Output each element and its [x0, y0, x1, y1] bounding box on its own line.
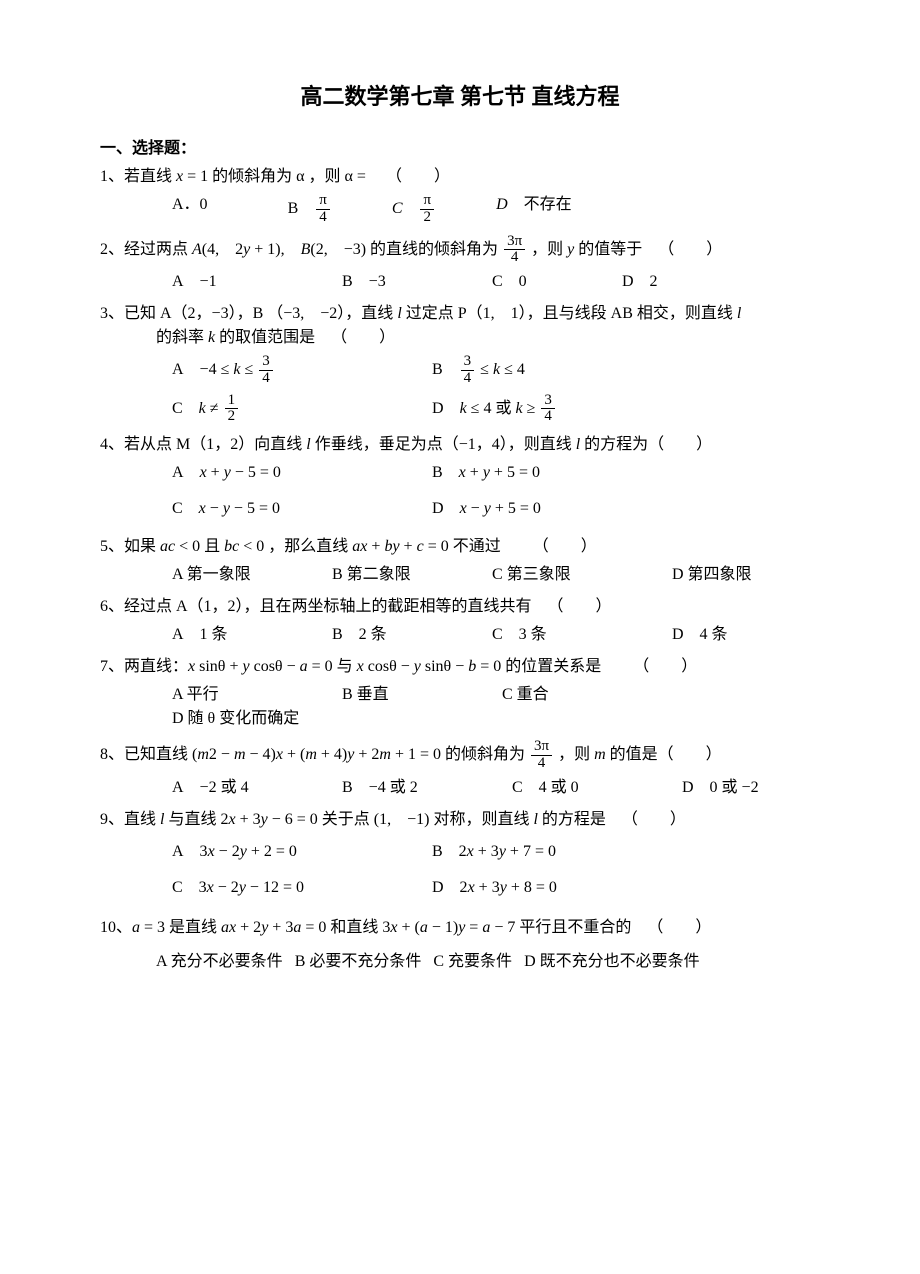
q5-opt-c: C 第三象限 — [492, 563, 632, 587]
q7-opt-b: B 垂直 — [342, 683, 462, 707]
q10-opt-b: B 必要不充分条件 — [295, 950, 422, 974]
q7-opt-d: D 随 θ 变化而确定 — [172, 707, 299, 731]
q5-opt-b: B 第二象限 — [332, 563, 452, 587]
q3-opt-c: C k ≠ 12 — [172, 393, 432, 426]
q10-opt-c: C 充要条件 — [433, 950, 512, 974]
q2-opt-d: D 2 — [622, 270, 658, 294]
question-9: 9、直线 l 与直线 2x + 3y − 6 = 0 关于点 (1, −1) 对… — [100, 808, 820, 900]
q8-opt-b: B −4 或 2 — [342, 776, 472, 800]
question-4: 4、若从点 M（1，2）向直线 l 作垂线，垂足为点（−1，4），则直线 l 的… — [100, 433, 820, 521]
q9-opt-d: D 2x + 3y + 8 = 0 — [432, 876, 692, 900]
q1-opt-c: C π2 — [392, 193, 436, 226]
q1-stem: 1、若直线 x = 1 的倾斜角为 α ，则 α = （ ） — [100, 165, 820, 189]
question-6: 6、经过点 A（1，2），且在两坐标轴上的截距相等的直线共有 （ ） A 1 条… — [100, 595, 820, 647]
q2-opt-b: B −3 — [342, 270, 452, 294]
q8-opt-a: A −2 或 4 — [172, 776, 302, 800]
q6-opt-a: A 1 条 — [172, 623, 292, 647]
q3-opt-d: D k ≤ 4 或 k ≥ 34 — [432, 393, 692, 426]
q1-opt-b: B π4 — [288, 193, 332, 226]
q2-opt-a: A −1 — [172, 270, 302, 294]
q8-stem: 8、已知直线 (m2 − m − 4)x + (m + 4)y + 2m + 1… — [100, 739, 820, 772]
q4-opt-d: D x − y + 5 = 0 — [432, 497, 692, 521]
q9-opt-a: A 3x − 2y + 2 = 0 — [172, 840, 432, 864]
q3-opt-b: B 34 ≤ k ≤ 4 — [432, 354, 692, 387]
q10-stem: 10、a = 3 是直线 ax + 2y + 3a = 0 和直线 3x + (… — [100, 916, 820, 940]
question-10: 10、a = 3 是直线 ax + 2y + 3a = 0 和直线 3x + (… — [100, 916, 820, 974]
q9-opt-c: C 3x − 2y − 12 = 0 — [172, 876, 432, 900]
q6-opt-c: C 3 条 — [492, 623, 632, 647]
q6-opt-d: D 4 条 — [672, 623, 728, 647]
q8-opt-d: D 0 或 −2 — [682, 776, 759, 800]
q7-stem: 7、两直线：x sinθ + y cosθ − a = 0 与 x cosθ −… — [100, 655, 820, 679]
q2-stem: 2、经过两点 A(4, 2y + 1), B(2, −3) 的直线的倾斜角为 3… — [100, 234, 820, 267]
question-1: 1、若直线 x = 1 的倾斜角为 α ，则 α = （ ） A．0 B π4 … — [100, 165, 820, 226]
q2-opt-c: C 0 — [492, 270, 582, 294]
q4-opt-c: C x − y − 5 = 0 — [172, 497, 432, 521]
q4-opt-b: B x + y + 5 = 0 — [432, 461, 692, 485]
q6-opt-b: B 2 条 — [332, 623, 452, 647]
q4-stem: 4、若从点 M（1，2）向直线 l 作垂线，垂足为点（−1，4），则直线 l 的… — [100, 433, 820, 457]
q1-opt-d: D 不存在 — [496, 193, 572, 226]
q1-opt-a: A．0 — [172, 193, 208, 226]
question-8: 8、已知直线 (m2 − m − 4)x + (m + 4)y + 2m + 1… — [100, 739, 820, 800]
q3-stem-2: 的斜率 k 的取值范围是 （ ） — [156, 326, 820, 350]
q7-opt-a: A 平行 — [172, 683, 302, 707]
q10-opt-d: D 既不充分也不必要条件 — [524, 950, 700, 974]
q10-opt-a: A 充分不必要条件 — [156, 950, 283, 974]
q3-stem-1: 3、已知 A（2，−3），B （−3, −2），直线 l 过定点 P（1, 1）… — [100, 302, 820, 326]
q5-stem: 5、如果 ac < 0 且 bc < 0 ，那么直线 ax + by + c =… — [100, 535, 820, 559]
question-7: 7、两直线：x sinθ + y cosθ − a = 0 与 x cosθ −… — [100, 655, 820, 731]
q9-opt-b: B 2x + 3y + 7 = 0 — [432, 840, 692, 864]
q7-opt-c: C 重合 — [502, 683, 632, 707]
q9-stem: 9、直线 l 与直线 2x + 3y − 6 = 0 关于点 (1, −1) 对… — [100, 808, 820, 832]
q8-opt-c: C 4 或 0 — [512, 776, 642, 800]
q4-opt-a: A x + y − 5 = 0 — [172, 461, 432, 485]
q5-opt-a: A 第一象限 — [172, 563, 292, 587]
question-3: 3、已知 A（2，−3），B （−3, −2），直线 l 过定点 P（1, 1）… — [100, 302, 820, 425]
question-5: 5、如果 ac < 0 且 bc < 0 ，那么直线 ax + by + c =… — [100, 535, 820, 587]
question-2: 2、经过两点 A(4, 2y + 1), B(2, −3) 的直线的倾斜角为 3… — [100, 234, 820, 295]
page-title: 高二数学第七章 第七节 直线方程 — [100, 80, 820, 113]
q6-stem: 6、经过点 A（1，2），且在两坐标轴上的截距相等的直线共有 （ ） — [100, 595, 820, 619]
q5-opt-d: D 第四象限 — [672, 563, 752, 587]
q3-opt-a: A −4 ≤ k ≤ 34 — [172, 354, 432, 387]
section-heading: 一、选择题： — [100, 137, 820, 161]
